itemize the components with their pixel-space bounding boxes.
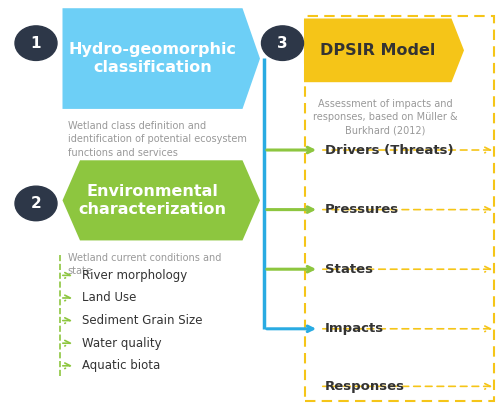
Circle shape (262, 26, 304, 60)
Text: Hydro-geomorphic
classification: Hydro-geomorphic classification (68, 42, 236, 75)
Text: Impacts: Impacts (325, 322, 384, 335)
Text: DPSIR Model: DPSIR Model (320, 43, 436, 58)
Text: 1: 1 (31, 36, 41, 51)
Text: Aquatic biota: Aquatic biota (82, 359, 161, 372)
Text: Wetland current conditions and
state: Wetland current conditions and state (68, 253, 221, 276)
Text: Drivers (Threats): Drivers (Threats) (325, 143, 454, 157)
Polygon shape (304, 18, 464, 82)
Text: Sediment Grain Size: Sediment Grain Size (82, 314, 203, 327)
Text: Wetland class definition and
identification of potential ecosystem
functions and: Wetland class definition and identificat… (68, 121, 246, 158)
Polygon shape (62, 8, 260, 109)
Text: Environmental
characterization: Environmental characterization (78, 184, 227, 217)
Circle shape (15, 26, 57, 60)
Text: States: States (325, 263, 373, 276)
Circle shape (15, 186, 57, 221)
Text: 2: 2 (30, 196, 42, 211)
Polygon shape (62, 160, 260, 240)
Text: Water quality: Water quality (82, 337, 162, 350)
Text: River morphology: River morphology (82, 269, 188, 282)
Text: 3: 3 (277, 36, 288, 51)
Text: Responses: Responses (325, 380, 405, 393)
Text: Land Use: Land Use (82, 291, 137, 305)
Text: Assessment of impacts and
responses, based on Müller &
Burkhard (2012): Assessment of impacts and responses, bas… (312, 99, 458, 135)
Text: Pressures: Pressures (325, 203, 399, 216)
